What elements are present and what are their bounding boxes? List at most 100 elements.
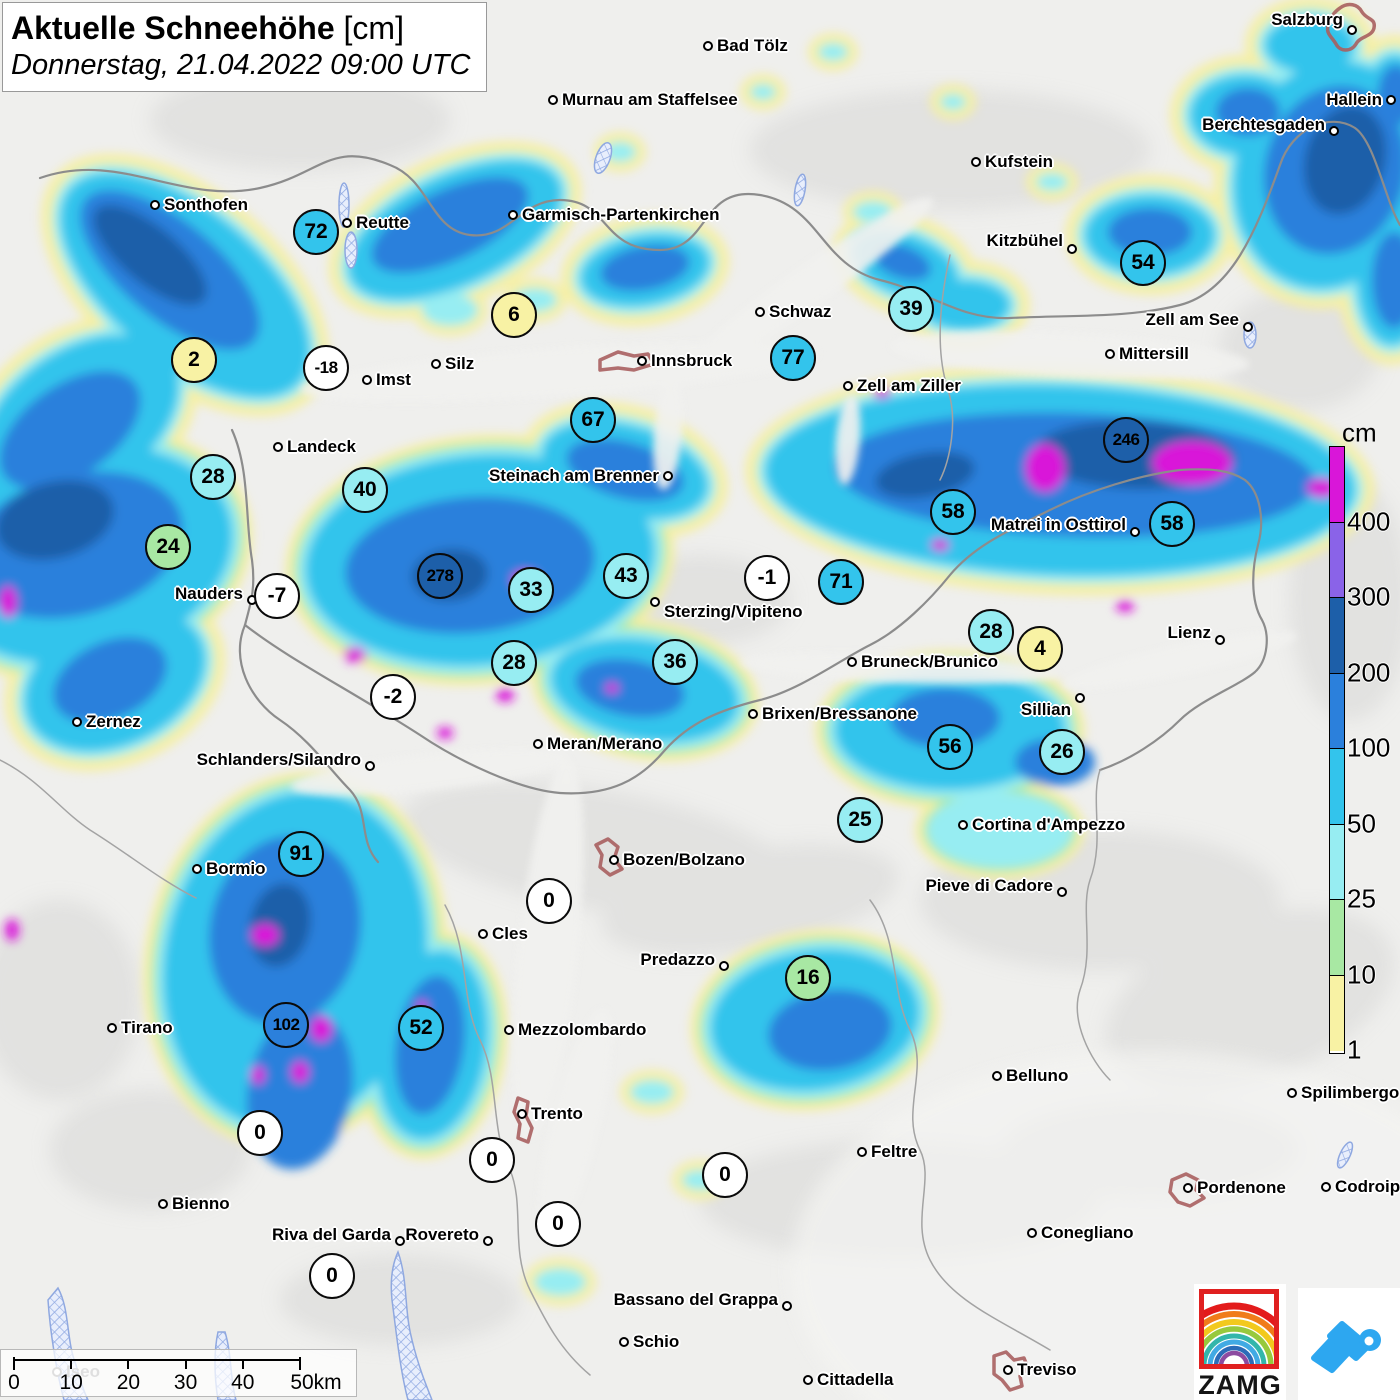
city-marker	[958, 820, 968, 830]
station-value-bubble: 26	[1039, 729, 1085, 775]
city-marker	[362, 375, 372, 385]
city-label: Zell am See	[1145, 310, 1239, 329]
city-marker	[748, 709, 758, 719]
city-marker	[782, 1301, 792, 1311]
city-label: Cittadella	[817, 1370, 894, 1389]
station-value-bubble: 91	[278, 831, 324, 877]
city-marker	[1067, 244, 1077, 254]
city-marker	[517, 1109, 527, 1119]
station-value-bubble: 24	[145, 524, 191, 570]
city-marker	[609, 855, 619, 865]
city-outlines-layer	[512, 2, 1377, 1392]
city-label: Zernez	[86, 712, 141, 731]
legend-color-segment	[1330, 447, 1344, 523]
city-marker	[508, 210, 518, 220]
city-marker	[1105, 349, 1115, 359]
city-label: Pordenone	[1197, 1178, 1286, 1197]
city-label: Schio	[633, 1332, 680, 1351]
city-label: Bassano del Grappa	[613, 1290, 778, 1309]
scale-label: 10	[59, 1371, 83, 1394]
city-label: Riva del Garda	[271, 1225, 391, 1244]
scale-bar-tick	[184, 1359, 187, 1369]
station-value-bubble: 28	[190, 454, 236, 500]
city-marker	[1003, 1365, 1013, 1375]
legend-tick-label: 100	[1347, 732, 1391, 763]
station-value-bubble: 67	[570, 397, 616, 443]
rainbow-arcs-icon	[1199, 1289, 1279, 1369]
city-marker	[548, 95, 558, 105]
city-marker	[504, 1025, 514, 1035]
city-label: Codroipo	[1335, 1177, 1400, 1196]
city-label: Predazzo	[640, 950, 715, 969]
city-marker	[663, 471, 673, 481]
city-label: Treviso	[1017, 1360, 1077, 1379]
city-marker	[1321, 1182, 1331, 1192]
city-label: Hallein	[1326, 90, 1382, 109]
legend-color-segment	[1330, 673, 1344, 749]
city-label: Feltre	[871, 1142, 918, 1161]
city-label: Innsbruck	[651, 351, 733, 370]
city-marker	[1386, 95, 1396, 105]
map-title-unit: [cm]	[343, 10, 404, 46]
city-label: Sillian	[1020, 700, 1071, 719]
city-label: Cles	[492, 924, 528, 943]
station-value-bubble: 71	[818, 559, 864, 605]
city-label: Nauders	[174, 584, 243, 603]
legend-color-segment	[1330, 522, 1344, 598]
legend-unit-label: cm	[1342, 417, 1377, 448]
legend-tick-label: 400	[1347, 506, 1391, 536]
station-value-bubble: 28	[491, 640, 537, 686]
city-label: Bormio	[206, 859, 266, 878]
station-value-bubble: 40	[342, 467, 388, 513]
station-value-bubble: 6	[491, 292, 537, 338]
scale-bar-tick	[13, 1357, 15, 1370]
city-marker	[719, 961, 729, 971]
city-label: Salzburg	[1271, 10, 1343, 29]
station-value-bubble: 56	[927, 724, 973, 770]
station-value-bubble: 36	[652, 639, 698, 685]
city-label: Pieve di Cadore	[925, 876, 1053, 895]
borders-layer	[0, 120, 1400, 1376]
city-marker	[847, 657, 857, 667]
city-marker	[1287, 1088, 1297, 1098]
city-marker	[650, 597, 660, 607]
city-marker	[1215, 635, 1225, 645]
city-marker	[703, 41, 713, 51]
city-marker	[365, 761, 375, 771]
legend-tick-label: 200	[1347, 657, 1391, 687]
scale-label: 50km	[290, 1371, 342, 1394]
station-value-bubble: 0	[469, 1137, 515, 1183]
city-marker	[1329, 126, 1339, 136]
city-marker	[150, 200, 160, 210]
legend-colorbar	[1329, 446, 1345, 1054]
city-label: Bad Tölz	[717, 36, 788, 55]
city-label: Rovereto	[405, 1225, 479, 1244]
zamg-logo: ZAMG	[1194, 1284, 1286, 1400]
scale-bar-line	[14, 1359, 300, 1361]
blue-mountain-icon	[1311, 1321, 1381, 1373]
station-value-bubble: 54	[1120, 240, 1166, 286]
city-marker	[483, 1236, 493, 1246]
city-marker	[1130, 527, 1140, 537]
scale-bar-tick	[70, 1359, 73, 1369]
city-label: Schlanders/Silandro	[196, 750, 361, 769]
map-title: Aktuelle Schneehöhe [cm]	[11, 10, 404, 46]
city-marker	[637, 356, 647, 366]
city-marker	[1183, 1183, 1193, 1193]
city-marker	[192, 864, 202, 874]
legend-color-segment	[1330, 900, 1344, 976]
station-value-bubble: 102	[263, 1002, 309, 1048]
scale-label: 0	[8, 1371, 20, 1394]
city-label: Conegliano	[1041, 1223, 1134, 1242]
map-subtitle: Donnerstag, 21.04.2022 09:00 UTC	[11, 49, 471, 82]
city-label: Sonthofen	[164, 195, 249, 214]
legend-color-segment	[1330, 598, 1344, 674]
city-label: Reutte	[356, 213, 409, 232]
city-label: Schwaz	[769, 302, 832, 321]
city-marker	[857, 1147, 867, 1157]
